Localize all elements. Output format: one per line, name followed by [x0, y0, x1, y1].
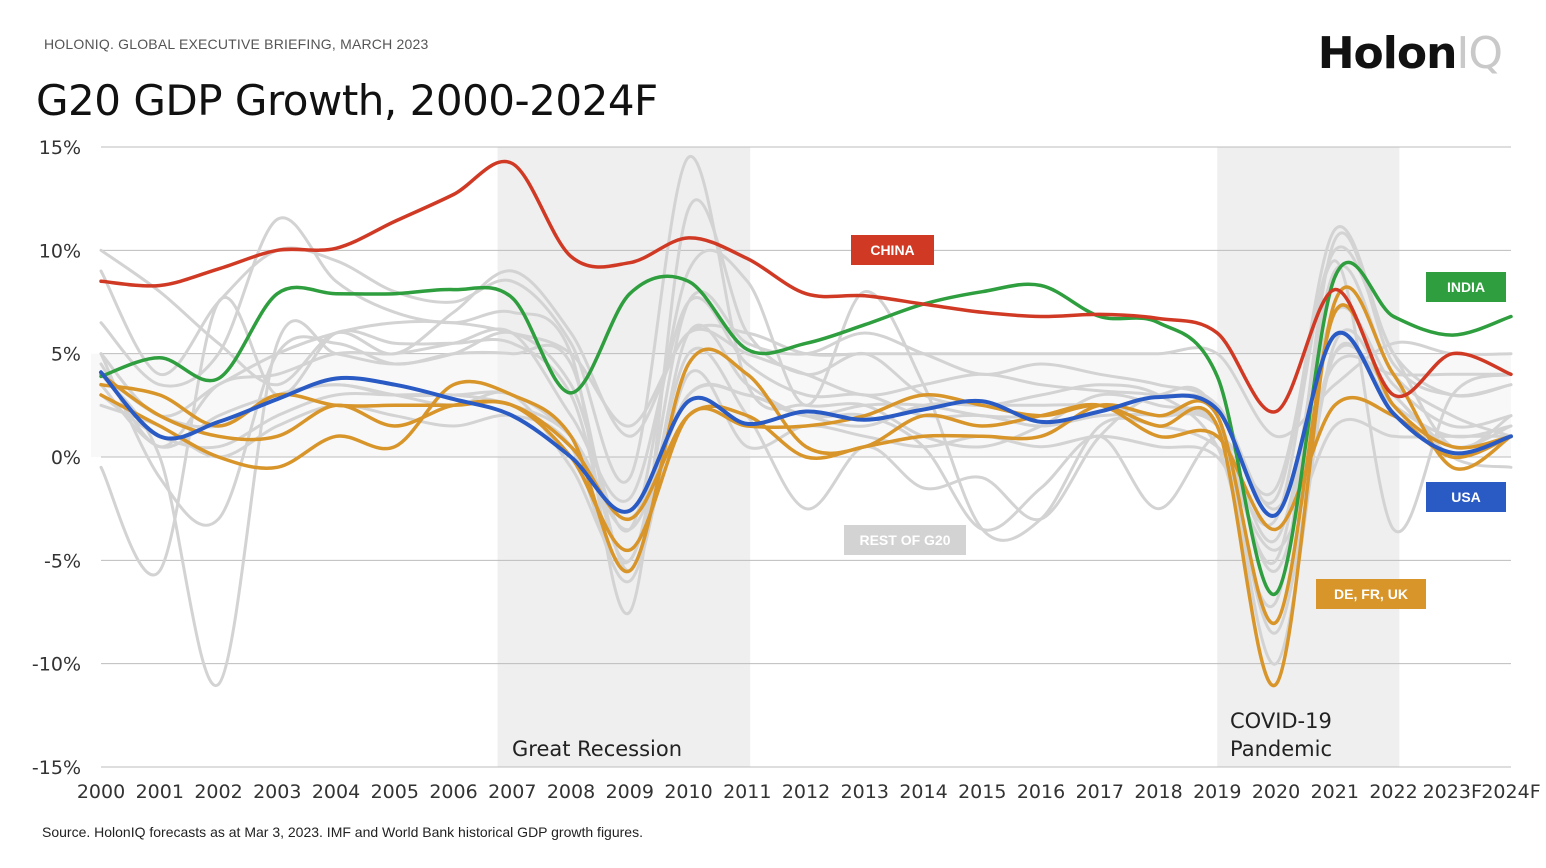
- series-line-rest-10: [99, 296, 1513, 544]
- x-tick-label: 2019: [1193, 781, 1241, 803]
- x-tick-label: 2000: [77, 781, 125, 803]
- x-tick-label: 2005: [371, 781, 419, 803]
- covid-label-line: Pandemic: [1230, 737, 1332, 761]
- y-tick-label: 5%: [51, 344, 81, 366]
- tag-europe-label: DE, FR, UK: [1334, 586, 1408, 602]
- tag-usa-label: USA: [1451, 489, 1481, 505]
- briefing-header: HOLONIQ. GLOBAL EXECUTIVE BRIEFING, MARC…: [44, 36, 429, 52]
- covid-label-line: COVID-19: [1230, 709, 1332, 733]
- shaded-period-labels: Great Recession COVID-19 Pandemic: [512, 709, 1332, 761]
- tag-rest-label: REST OF G20: [859, 532, 950, 548]
- x-tick-label: 2008: [547, 781, 595, 803]
- y-tick-label: -10%: [32, 654, 81, 676]
- x-tick-label: 2011: [723, 781, 771, 803]
- tag-china-box: [851, 235, 934, 265]
- holoniq-logo: HolonIQ: [1317, 28, 1503, 79]
- x-tick-label: 2006: [429, 781, 477, 803]
- series-line-china-china: [99, 159, 1513, 414]
- x-tick-label: 2017: [1076, 781, 1124, 803]
- x-tick-label: 2010: [664, 781, 712, 803]
- chart-title: G20 GDP Growth, 2000-2024F: [36, 76, 658, 125]
- great-recession-label: Great Recession: [512, 737, 682, 761]
- series-line-usa-usa: [99, 330, 1513, 518]
- series-line-europe-de: [99, 347, 1513, 574]
- series-line-europe-uk: [99, 285, 1513, 688]
- x-axis-ticks: 2000 2001 2002 2003 2004 2005 2006 2007 2008 2009…: [77, 781, 1541, 803]
- x-tick-label: 2024F: [1481, 781, 1540, 803]
- tag-china-label: CHINA: [870, 242, 914, 258]
- x-tick-label: 2012: [782, 781, 830, 803]
- x-tick-label: 2007: [488, 781, 536, 803]
- tag-europe-box: [1316, 579, 1426, 609]
- x-tick-label: 2004: [312, 781, 360, 803]
- x-tick-label: 2018: [1134, 781, 1182, 803]
- y-axis-ticks: 15% 10% 5% 0% -5% -10% -15%: [32, 137, 81, 779]
- x-tick-label: 2023F: [1423, 781, 1482, 803]
- series-line-europe-fr: [99, 303, 1513, 626]
- y-tick-label: -5%: [44, 550, 81, 572]
- series-line-india-india: [99, 260, 1513, 597]
- y-tick-label: 10%: [39, 240, 81, 262]
- x-tick-label: 2013: [841, 781, 889, 803]
- source-note: Source. HolonIQ forecasts as at Mar 3, 2…: [42, 824, 643, 840]
- x-tick-label: 2009: [606, 781, 654, 803]
- x-tick-label: 2003: [253, 781, 301, 803]
- tag-rest-box: [844, 525, 966, 555]
- x-tick-label: 2002: [194, 781, 242, 803]
- series-tags: CHINA INDIA USA REST OF G20 DE, FR, UK: [844, 235, 1506, 609]
- y-tick-label: -15%: [32, 757, 81, 779]
- x-tick-label: 2015: [958, 781, 1006, 803]
- logo-light-text: IQ: [1456, 28, 1503, 79]
- x-tick-label: 2021: [1311, 781, 1359, 803]
- tag-india-label: INDIA: [1447, 279, 1485, 295]
- x-tick-label: 2020: [1252, 781, 1300, 803]
- logo-bold-text: Holon: [1317, 28, 1458, 79]
- x-tick-label: 2014: [899, 781, 947, 803]
- x-tick-label: 2022: [1369, 781, 1417, 803]
- series-line-rest-4: [99, 248, 1513, 688]
- y-tick-label: 15%: [39, 137, 81, 159]
- x-tick-label: 2016: [1017, 781, 1065, 803]
- tag-india-box: [1426, 272, 1506, 302]
- y-tick-label: 0%: [51, 447, 81, 469]
- x-tick-label: 2001: [136, 781, 184, 803]
- series-lines: [99, 155, 1513, 688]
- tag-usa-box: [1426, 482, 1506, 512]
